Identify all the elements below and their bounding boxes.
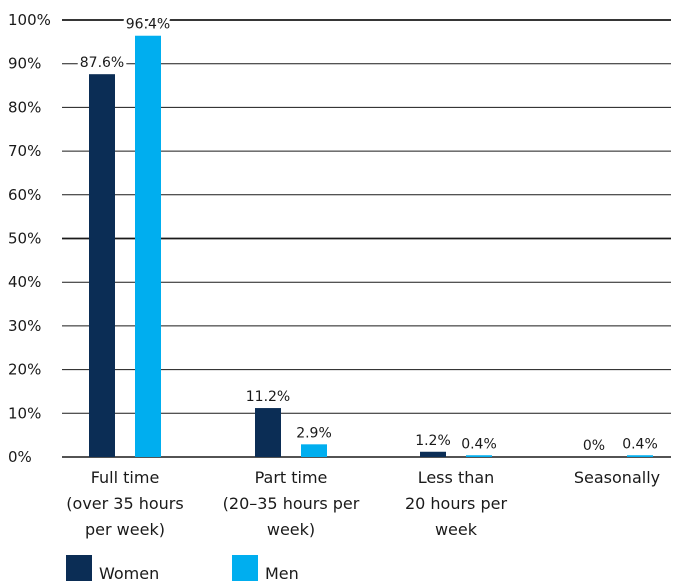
y-tick-label: 90% [8,55,41,73]
y-tick-label: 70% [8,142,41,160]
bar-men-2 [466,455,492,457]
data-labels: 87.6% 11.2% 1.2% 0% 96.4% 2.9% 0.4% 0.4% [77,14,658,454]
legend-swatch-men [232,555,258,581]
data-label: 2.9% [296,425,332,441]
legend-swatch-women [66,555,92,581]
bars [89,35,653,458]
legend: Women Men [66,555,299,583]
y-tick-label: 0% [8,448,32,466]
bar-women-1 [255,408,281,457]
data-label: 87.6% [80,55,124,71]
gridlines [62,19,671,458]
y-tick-label: 40% [8,273,41,291]
y-tick-label: 30% [8,317,41,335]
y-tick-label: 50% [8,230,41,248]
bar-men-1 [301,444,327,457]
bar-women-0 [89,74,115,458]
y-axis: 0% 10% 20% 30% 40% 50% 60% 70% 80% 90% 100% [8,11,51,466]
x-axis: Full time (over 35 hours per week) Part tim… [66,468,660,539]
data-label: 0% [583,438,605,454]
legend-label-men: Men [265,564,299,581]
y-tick-label: 80% [8,98,41,116]
data-label: 0.4% [461,436,497,452]
bar-men-3 [627,455,653,457]
x-category-label: Seasonally [574,468,660,487]
bar-women-2 [420,451,446,457]
y-tick-label: 20% [8,361,41,379]
x-category-label: week [435,520,478,539]
x-category-label: (over 35 hours [66,494,183,513]
y-tick-label: 100% [8,11,51,29]
x-category-label: Less than [418,468,495,487]
x-category-label: week) [267,520,315,539]
x-category-label: 20 hours per [405,494,508,513]
y-tick-label: 10% [8,404,41,422]
bar-men-0 [135,35,161,458]
x-category-label: per week) [85,520,165,539]
x-category-label: Part time [255,468,328,487]
data-label: 0.4% [622,436,658,452]
data-label: 96.4% [126,17,170,33]
data-label: 11.2% [246,389,290,405]
x-category-label: Full time [91,468,160,487]
x-category-label: (20–35 hours per [223,494,360,513]
legend-label-women: Women [99,564,159,581]
data-label: 1.2% [415,433,451,449]
y-tick-label: 60% [8,186,41,204]
